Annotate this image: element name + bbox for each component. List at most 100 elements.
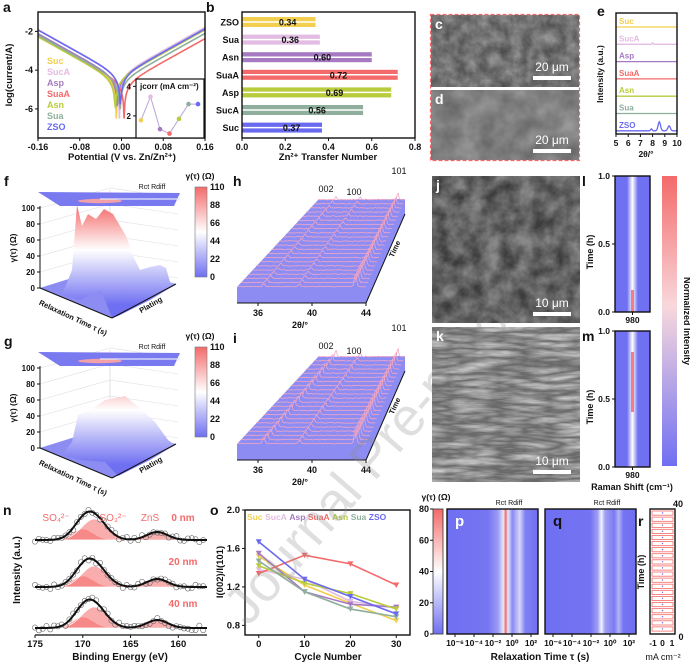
- z-tick-label: 0: [31, 444, 36, 453]
- xrd-trace: [236, 273, 367, 288]
- x-tick-label: 175: [27, 639, 44, 650]
- xrd-trace: [310, 356, 402, 366]
- cycling-profile: [651, 559, 674, 565]
- colorbar-tick-label: 0: [210, 272, 215, 282]
- sem-image-texture: [432, 176, 580, 323]
- x-tick-label: 6: [626, 138, 631, 148]
- midpoint: [661, 561, 664, 563]
- x-tick-label: 5: [614, 138, 619, 148]
- waterfall-block: [237, 199, 405, 303]
- x-axis-label: Zn²⁺ Transfer Number: [279, 152, 378, 163]
- sem-image-texture: [432, 327, 580, 482]
- x-tick-label: 0: [256, 639, 261, 650]
- legend-item: Suc: [47, 56, 64, 66]
- xrd-trace: [263, 246, 380, 259]
- y-tick-label: 1.0: [598, 171, 610, 181]
- grid-line: [39, 203, 111, 225]
- xrd-trace: [313, 196, 404, 205]
- data-point-ZSO: [301, 576, 308, 583]
- fit-envelope: [35, 510, 207, 541]
- x-tick-label: 10⁻⁶: [446, 638, 464, 648]
- x-tick-label: 10⁻²: [485, 638, 502, 648]
- data-point-Sua: [301, 589, 308, 595]
- x-tick-label: 0.8: [409, 142, 422, 152]
- y-tick-label: 2: [127, 112, 132, 121]
- tafel-curve-ZSO: [37, 27, 206, 105]
- z-tick-label: 20: [26, 268, 35, 277]
- data-point-SuaA: [347, 561, 354, 567]
- y-axis-label: Time (h): [636, 555, 646, 590]
- data-point: [62, 579, 69, 585]
- grid-line: [39, 379, 111, 401]
- category-label: Sua: [222, 35, 240, 45]
- data-point: [66, 529, 73, 536]
- x-tick-label: 36: [253, 308, 263, 318]
- colorbar-tick-label: 44: [210, 396, 220, 406]
- x-tick-label: 165: [123, 639, 140, 650]
- x-axis-label: mA cm⁻²: [645, 652, 680, 662]
- midpoint: [661, 542, 664, 545]
- data-point: [93, 511, 100, 518]
- xrd-trace: [302, 207, 398, 217]
- series-line-Sua: [258, 560, 397, 618]
- data-point-SuaA: [301, 552, 308, 559]
- inset-point-SuaA: [167, 131, 172, 136]
- xrd-trace: [248, 262, 372, 276]
- scale-bar-label: 20 μm: [535, 133, 569, 147]
- series-line-Suc: [258, 555, 397, 622]
- data-point-Asp: [347, 601, 354, 608]
- x-tick-label: 30: [391, 639, 402, 650]
- data-point-Asn: [393, 606, 400, 613]
- cycling-profile: [651, 541, 674, 547]
- x-tick-label: 9: [662, 138, 667, 148]
- data-point: [127, 537, 134, 544]
- raman-peak: [631, 352, 634, 412]
- x-tick-label: 10⁻²: [583, 638, 600, 648]
- panel-label: q: [553, 513, 562, 530]
- legend-item: Asp: [289, 512, 305, 522]
- x-tick-label: -0.08: [69, 142, 90, 152]
- xrd-trace: [244, 265, 370, 280]
- panel-label: a: [3, 0, 11, 15]
- category-label: Asp: [222, 88, 240, 98]
- y-tick-label: 0.5: [598, 394, 610, 404]
- plot-frame: [615, 12, 678, 135]
- midpoint: [661, 591, 664, 593]
- x-tick-label: -0.16: [28, 142, 49, 152]
- x-tick-label: 20: [345, 639, 356, 650]
- midpoint: [661, 567, 664, 569]
- panel-label: h: [233, 173, 242, 189]
- colorbar-tick-label: 66: [210, 218, 220, 228]
- xrd-trace: [294, 215, 395, 226]
- category-label: SuaA: [216, 70, 240, 80]
- z-tick-label: 80: [26, 220, 35, 229]
- inset-frame: [135, 78, 205, 139]
- midpoint: [661, 548, 664, 551]
- panel-label: i: [233, 330, 237, 346]
- y-tick-label: -6: [25, 104, 33, 114]
- panel-label: k: [436, 328, 444, 344]
- panel-label: e: [597, 3, 605, 19]
- legend-item: Sua: [351, 512, 367, 522]
- x-tick-label: 44: [361, 465, 371, 475]
- fit-envelope: [35, 598, 207, 629]
- inset-title: jcorr (mA cm⁻²): [139, 82, 199, 91]
- plot-frame: [244, 509, 411, 636]
- component-label: ZnS: [141, 513, 160, 524]
- xrd-trace: [298, 367, 396, 379]
- legend-item: SuaA: [47, 89, 71, 99]
- xrd-trace: [240, 270, 368, 284]
- y-tick-label: 0.0: [598, 462, 610, 472]
- cycling-profile: [651, 553, 674, 559]
- panel-label: p: [455, 513, 464, 530]
- data-point: [66, 575, 73, 582]
- midpoint: [661, 628, 664, 630]
- y-axis-label: I(002)/I(101): [215, 546, 226, 598]
- midpoint: [661, 573, 664, 575]
- x-tick-label: -1: [649, 638, 657, 648]
- z-tick-label: 100: [22, 364, 36, 373]
- category-label: SucA: [216, 106, 240, 116]
- y-axis-label: Intensity (a.u.): [595, 45, 605, 103]
- cycling-profile: [651, 583, 674, 589]
- drt-heatmap: [447, 509, 538, 634]
